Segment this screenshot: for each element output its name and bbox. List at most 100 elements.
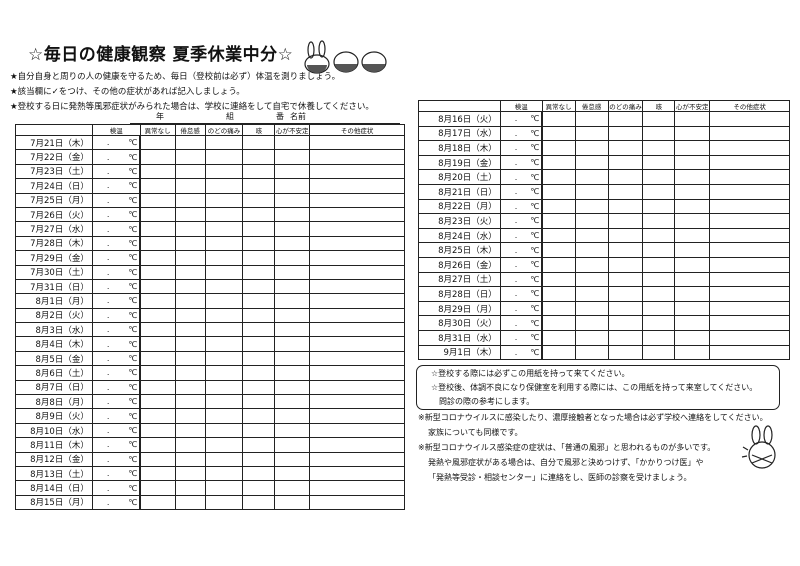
other-symptom-cell[interactable] (709, 300, 790, 317)
other-symptom-cell[interactable] (709, 111, 790, 127)
symptom-check-cell[interactable] (674, 140, 711, 156)
symptom-check-cell[interactable] (174, 350, 206, 367)
symptom-check-cell[interactable] (139, 379, 176, 396)
symptom-check-cell[interactable] (204, 293, 244, 309)
symptom-check-cell[interactable] (607, 227, 644, 244)
symptom-check-cell[interactable] (541, 344, 576, 361)
symptom-check-cell[interactable] (204, 178, 244, 194)
symptom-check-cell[interactable] (642, 344, 676, 361)
temperature-cell[interactable]: . ℃ (499, 300, 543, 317)
temperature-cell[interactable]: . ℃ (91, 365, 141, 381)
temperature-cell[interactable]: . ℃ (91, 451, 141, 467)
symptom-check-cell[interactable] (274, 221, 311, 237)
symptom-check-cell[interactable] (139, 221, 176, 237)
symptom-check-cell[interactable] (541, 125, 576, 142)
symptom-check-cell[interactable] (541, 300, 576, 317)
symptom-check-cell[interactable] (607, 256, 644, 273)
symptom-check-cell[interactable] (674, 154, 711, 171)
temperature-cell[interactable]: . ℃ (499, 329, 543, 346)
symptom-check-cell[interactable] (607, 344, 644, 361)
symptom-check-cell[interactable] (541, 183, 576, 200)
symptom-check-cell[interactable] (139, 192, 176, 208)
symptom-check-cell[interactable] (242, 221, 276, 237)
symptom-check-cell[interactable] (574, 329, 609, 346)
temperature-cell[interactable]: . ℃ (499, 198, 543, 215)
symptom-check-cell[interactable] (274, 336, 311, 352)
symptom-check-cell[interactable] (204, 235, 244, 252)
temperature-cell[interactable]: . ℃ (91, 250, 141, 266)
symptom-check-cell[interactable] (607, 154, 644, 171)
temperature-cell[interactable]: . ℃ (91, 206, 141, 223)
symptom-check-cell[interactable] (174, 221, 206, 237)
symptom-check-cell[interactable] (174, 336, 206, 352)
symptom-check-cell[interactable] (574, 169, 609, 185)
other-symptom-cell[interactable] (709, 242, 790, 258)
symptom-check-cell[interactable] (642, 125, 676, 142)
symptom-check-cell[interactable] (574, 256, 609, 273)
symptom-check-cell[interactable] (204, 350, 244, 367)
other-symptom-cell[interactable] (709, 286, 790, 302)
other-symptom-cell[interactable] (709, 213, 790, 229)
other-symptom-cell[interactable] (309, 178, 405, 194)
symptom-check-cell[interactable] (204, 322, 244, 338)
other-symptom-cell[interactable] (309, 221, 405, 237)
symptom-check-cell[interactable] (642, 169, 676, 185)
symptom-check-cell[interactable] (139, 250, 176, 266)
symptom-check-cell[interactable] (541, 242, 576, 258)
symptom-check-cell[interactable] (139, 235, 176, 252)
other-symptom-cell[interactable] (709, 183, 790, 200)
symptom-check-cell[interactable] (607, 125, 644, 142)
symptom-check-cell[interactable] (607, 329, 644, 346)
temperature-cell[interactable]: . ℃ (91, 264, 141, 280)
symptom-check-cell[interactable] (139, 465, 176, 482)
other-symptom-cell[interactable] (309, 451, 405, 467)
symptom-check-cell[interactable] (541, 315, 576, 331)
temperature-cell[interactable]: . ℃ (91, 178, 141, 194)
symptom-check-cell[interactable] (574, 111, 609, 127)
symptom-check-cell[interactable] (274, 394, 311, 410)
symptom-check-cell[interactable] (139, 336, 176, 352)
symptom-check-cell[interactable] (607, 300, 644, 317)
symptom-check-cell[interactable] (242, 307, 276, 324)
temperature-cell[interactable]: . ℃ (499, 213, 543, 229)
symptom-check-cell[interactable] (204, 422, 244, 439)
other-symptom-cell[interactable] (709, 125, 790, 142)
symptom-check-cell[interactable] (274, 465, 311, 482)
other-symptom-cell[interactable] (309, 494, 405, 511)
temperature-cell[interactable]: . ℃ (91, 379, 141, 396)
symptom-check-cell[interactable] (541, 227, 576, 244)
other-symptom-cell[interactable] (309, 408, 405, 424)
other-symptom-cell[interactable] (709, 140, 790, 156)
temperature-cell[interactable]: . ℃ (91, 437, 141, 453)
other-symptom-cell[interactable] (709, 256, 790, 273)
symptom-check-cell[interactable] (242, 278, 276, 295)
symptom-check-cell[interactable] (574, 125, 609, 142)
symptom-check-cell[interactable] (574, 300, 609, 317)
symptom-check-cell[interactable] (574, 315, 609, 331)
symptom-check-cell[interactable] (541, 154, 576, 171)
symptom-check-cell[interactable] (139, 480, 176, 496)
symptom-check-cell[interactable] (174, 379, 206, 396)
symptom-check-cell[interactable] (174, 322, 206, 338)
symptom-check-cell[interactable] (642, 198, 676, 215)
symptom-check-cell[interactable] (242, 178, 276, 194)
temperature-cell[interactable]: . ℃ (499, 125, 543, 142)
symptom-check-cell[interactable] (204, 192, 244, 208)
other-symptom-cell[interactable] (309, 149, 405, 165)
symptom-check-cell[interactable] (139, 178, 176, 194)
symptom-check-cell[interactable] (139, 206, 176, 223)
other-symptom-cell[interactable] (309, 465, 405, 482)
symptom-check-cell[interactable] (674, 198, 711, 215)
symptom-check-cell[interactable] (242, 437, 276, 453)
symptom-check-cell[interactable] (174, 408, 206, 424)
symptom-check-cell[interactable] (574, 183, 609, 200)
temperature-cell[interactable]: . ℃ (91, 293, 141, 309)
symptom-check-cell[interactable] (204, 264, 244, 280)
symptom-check-cell[interactable] (174, 163, 206, 180)
temperature-cell[interactable]: . ℃ (499, 183, 543, 200)
symptom-check-cell[interactable] (574, 271, 609, 288)
symptom-check-cell[interactable] (274, 494, 311, 511)
symptom-check-cell[interactable] (242, 422, 276, 439)
symptom-check-cell[interactable] (139, 149, 176, 165)
symptom-check-cell[interactable] (139, 422, 176, 439)
